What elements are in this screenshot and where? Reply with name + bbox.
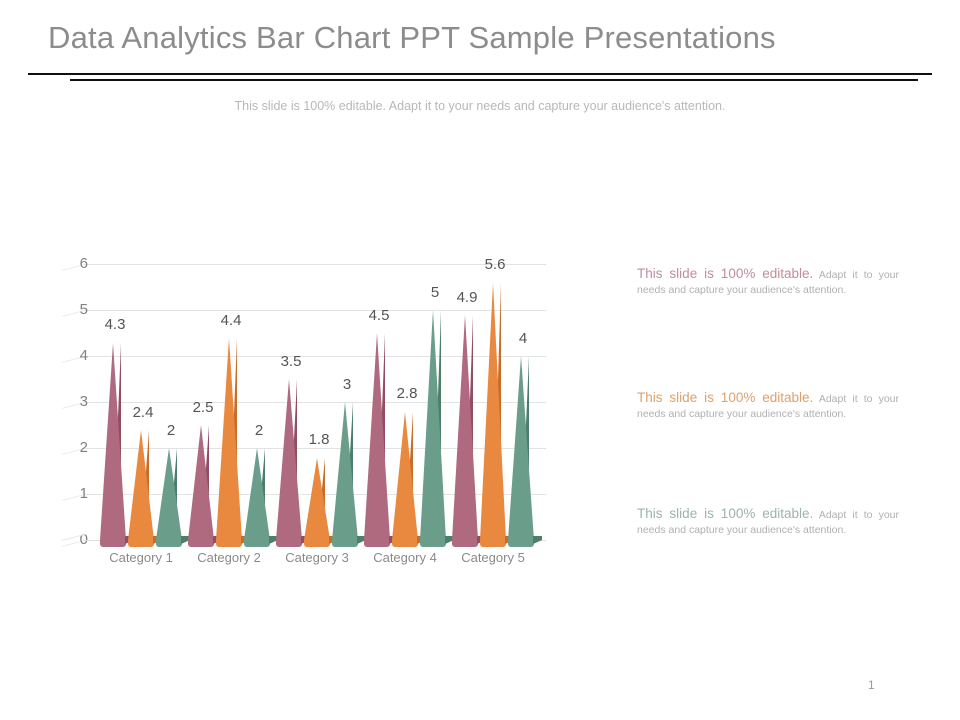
text-block-2: This slide is 100% editable. Adapt it to… bbox=[637, 389, 899, 422]
text-block-3: This slide is 100% editable. Adapt it to… bbox=[637, 505, 899, 538]
x-axis-category-label: Category 1 bbox=[109, 550, 173, 565]
chart-gridline bbox=[84, 310, 546, 311]
chart-bar-base bbox=[100, 538, 126, 547]
chart-bar-base bbox=[128, 538, 154, 547]
chart-data-label: 4 bbox=[518, 330, 528, 347]
chart-bar bbox=[100, 342, 134, 547]
chart-bar bbox=[508, 356, 542, 547]
page-title: Data Analytics Bar Chart PPT Sample Pres… bbox=[48, 20, 776, 55]
chart-bar-base-side bbox=[269, 536, 278, 544]
chart-bar bbox=[128, 429, 162, 547]
chart-bar-front-face bbox=[216, 337, 242, 540]
chart-bar-front-face bbox=[364, 333, 390, 540]
text-block-body: Adapt it to your needs and capture your … bbox=[637, 393, 899, 420]
chart-bar-base bbox=[480, 538, 506, 547]
chart-bar-front-face bbox=[452, 314, 478, 540]
chart-data-label: 2.8 bbox=[396, 385, 418, 403]
text-block-lead: This slide is 100% editable. bbox=[637, 390, 814, 405]
chart-bar-base bbox=[276, 539, 302, 547]
chart-bar-front-face bbox=[128, 429, 154, 540]
chart-bar bbox=[480, 282, 514, 547]
chart-bar-base-side bbox=[445, 536, 454, 544]
y-axis-tick-label: 6 bbox=[79, 255, 88, 272]
chart-bar-front-face bbox=[304, 457, 330, 540]
title-rule-top bbox=[28, 73, 932, 75]
text-block-body: Adapt it to your needs and capture your … bbox=[637, 509, 899, 536]
y-axis-tick-label: 3 bbox=[79, 393, 88, 410]
chart-bar-front-face bbox=[188, 425, 214, 540]
y-axis-tick-label: 4 bbox=[79, 347, 88, 364]
chart-data-label: 1.8 bbox=[308, 431, 330, 449]
chart-bar bbox=[332, 402, 366, 547]
chart-data-label: 5 bbox=[430, 284, 440, 301]
chart-bar bbox=[276, 379, 310, 547]
chart-gridline bbox=[84, 356, 546, 357]
bar-chart: 0 1 2 3 4 5 6 4.3 2.4 2 Category 1 2.5 4.4 2 Category … bbox=[61, 255, 582, 578]
chart-bar-base bbox=[392, 538, 418, 547]
chart-bar bbox=[364, 333, 398, 547]
x-axis-category-label: Category 5 bbox=[461, 550, 525, 565]
chart-bar-base bbox=[188, 539, 214, 547]
y-axis-tick-label: 2 bbox=[79, 439, 88, 456]
chart-bar-front-face bbox=[508, 356, 534, 540]
text-block-lead: This slide is 100% editable. bbox=[637, 506, 814, 521]
chart-data-label: 3.5 bbox=[280, 353, 302, 370]
chart-bar bbox=[156, 448, 190, 547]
chart-bar bbox=[420, 310, 454, 547]
chart-bar-front-face bbox=[244, 448, 270, 540]
chart-bar-front-face bbox=[420, 310, 446, 540]
chart-bar-front-face bbox=[100, 342, 126, 540]
chart-bar bbox=[452, 314, 486, 547]
chart-data-label: 2 bbox=[254, 422, 264, 439]
chart-bar-base bbox=[508, 539, 534, 547]
chart-data-label: 2.5 bbox=[192, 399, 214, 416]
text-block-body: Adapt it to your needs and capture your … bbox=[637, 269, 899, 296]
chart-bar bbox=[304, 457, 338, 547]
x-axis-category-label: Category 4 bbox=[373, 550, 437, 565]
chart-bar bbox=[188, 425, 222, 547]
chart-bar-front-face bbox=[332, 402, 358, 540]
y-axis-tick-label: 0 bbox=[62, 531, 88, 548]
chart-data-label: 2 bbox=[166, 422, 176, 439]
chart-bar-base bbox=[244, 539, 270, 547]
y-axis-tick-label: 1 bbox=[79, 485, 88, 502]
chart-bar-base bbox=[304, 538, 330, 547]
x-axis-category-label: Category 2 bbox=[197, 550, 261, 565]
chart-bar bbox=[244, 448, 278, 547]
chart-bar bbox=[392, 411, 426, 547]
x-axis-category-label: Category 3 bbox=[285, 550, 349, 565]
chart-gridline bbox=[84, 264, 546, 265]
page-number: 1 bbox=[868, 678, 875, 692]
chart-bar-base bbox=[452, 538, 478, 547]
chart-data-label: 4.5 bbox=[368, 307, 390, 324]
y-axis-tick-label: 5 bbox=[79, 301, 88, 318]
chart-bar-front-face bbox=[392, 411, 418, 540]
chart-data-label: 2.4 bbox=[132, 403, 154, 421]
chart-bar-base bbox=[332, 539, 358, 547]
chart-data-label: 4.9 bbox=[456, 288, 478, 306]
chart-data-label: 4.4 bbox=[220, 311, 242, 329]
text-block-lead: This slide is 100% editable. bbox=[637, 266, 814, 281]
chart-gridline bbox=[84, 402, 546, 403]
chart-bar-base bbox=[156, 539, 182, 547]
chart-bar-front-face bbox=[480, 282, 506, 540]
chart-bar-front-face bbox=[156, 448, 182, 540]
chart-bar-base bbox=[364, 539, 390, 547]
slide-subtitle: This slide is 100% editable. Adapt it to… bbox=[234, 99, 726, 113]
chart-bar-base-side bbox=[533, 536, 542, 544]
chart-gridline bbox=[84, 448, 546, 449]
chart-data-label: 5.6 bbox=[484, 256, 506, 274]
chart-bar-base-side bbox=[357, 536, 366, 544]
chart-bar-base-side bbox=[181, 536, 190, 544]
title-rule-bottom bbox=[70, 79, 918, 81]
text-block-1: This slide is 100% editable. Adapt it to… bbox=[637, 265, 899, 298]
chart-data-label: 3 bbox=[342, 376, 352, 393]
chart-bar bbox=[216, 337, 250, 547]
chart-bar-front-face bbox=[276, 379, 302, 540]
chart-bar-base bbox=[420, 539, 446, 547]
chart-bar-base bbox=[216, 538, 242, 547]
chart-data-label: 4.3 bbox=[104, 316, 126, 334]
